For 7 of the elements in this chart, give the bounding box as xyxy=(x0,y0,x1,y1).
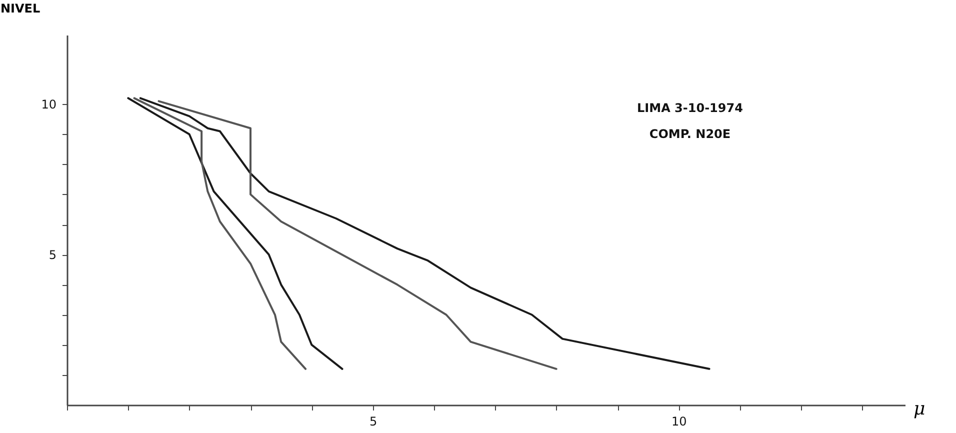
annotation: LIMA 3-10-1974 xyxy=(637,101,743,115)
y-axis-title: NIVEL xyxy=(0,2,40,16)
line-series xyxy=(127,97,344,370)
x-axis-title: μ xyxy=(914,398,926,420)
line-series xyxy=(158,100,558,370)
annotation: COMP. N20E xyxy=(649,127,731,141)
line-series xyxy=(133,97,307,370)
